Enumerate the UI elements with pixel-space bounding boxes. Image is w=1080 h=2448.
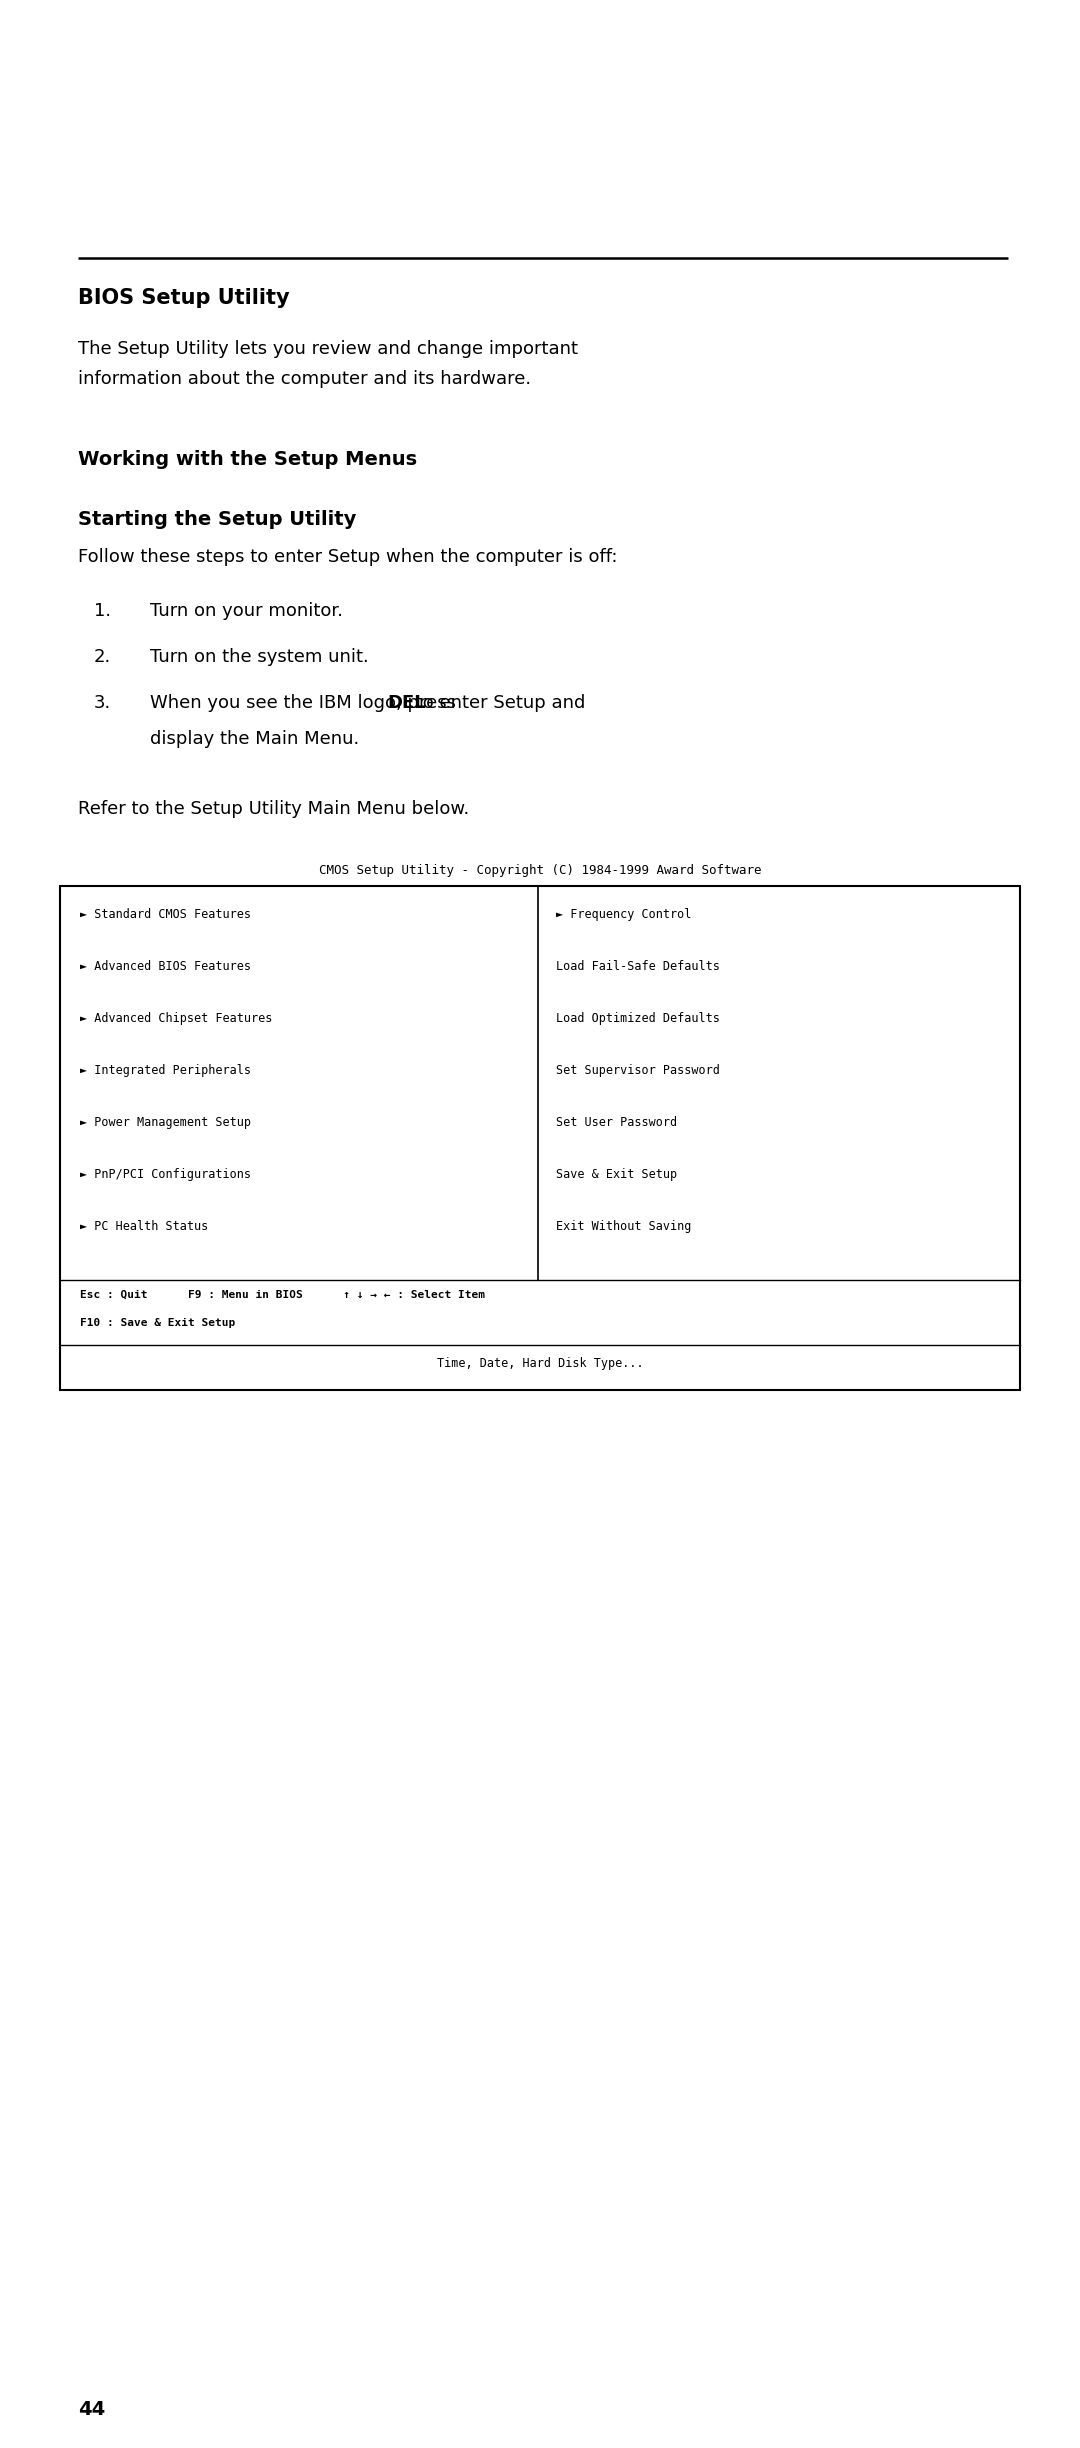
Text: The Setup Utility lets you review and change important: The Setup Utility lets you review and ch… xyxy=(78,340,578,357)
Text: Set Supervisor Password: Set Supervisor Password xyxy=(556,1065,720,1077)
Text: ► Standard CMOS Features: ► Standard CMOS Features xyxy=(80,908,251,920)
Text: to enter Setup and: to enter Setup and xyxy=(409,693,585,712)
Text: display the Main Menu.: display the Main Menu. xyxy=(150,730,360,749)
Text: Refer to the Setup Utility Main Menu below.: Refer to the Setup Utility Main Menu bel… xyxy=(78,800,469,818)
Text: Starting the Setup Utility: Starting the Setup Utility xyxy=(78,509,356,529)
Text: Time, Date, Hard Disk Type...: Time, Date, Hard Disk Type... xyxy=(436,1356,644,1371)
Text: 1.: 1. xyxy=(94,602,111,619)
Text: ► Advanced Chipset Features: ► Advanced Chipset Features xyxy=(80,1011,272,1026)
Text: Turn on the system unit.: Turn on the system unit. xyxy=(150,649,368,666)
Text: ► Frequency Control: ► Frequency Control xyxy=(556,908,691,920)
Text: Load Optimized Defaults: Load Optimized Defaults xyxy=(556,1011,720,1026)
Text: CMOS Setup Utility - Copyright (C) 1984-1999 Award Software: CMOS Setup Utility - Copyright (C) 1984-… xyxy=(319,864,761,876)
Text: BIOS Setup Utility: BIOS Setup Utility xyxy=(78,289,289,308)
Text: Follow these steps to enter Setup when the computer is off:: Follow these steps to enter Setup when t… xyxy=(78,548,618,565)
Text: Esc : Quit      F9 : Menu in BIOS      ↑ ↓ → ← : Select Item: Esc : Quit F9 : Menu in BIOS ↑ ↓ → ← : S… xyxy=(80,1290,485,1300)
Text: ► PnP/PCI Configurations: ► PnP/PCI Configurations xyxy=(80,1168,251,1180)
Text: 3.: 3. xyxy=(94,693,111,712)
Text: DEL: DEL xyxy=(387,693,426,712)
Text: 2.: 2. xyxy=(94,649,111,666)
Text: ► Integrated Peripherals: ► Integrated Peripherals xyxy=(80,1065,251,1077)
Bar xyxy=(60,886,1020,1390)
Text: Turn on your monitor.: Turn on your monitor. xyxy=(150,602,343,619)
Text: ► Advanced BIOS Features: ► Advanced BIOS Features xyxy=(80,960,251,972)
Text: Set User Password: Set User Password xyxy=(556,1116,677,1129)
Text: F10 : Save & Exit Setup: F10 : Save & Exit Setup xyxy=(80,1317,235,1327)
Text: Load Fail-Safe Defaults: Load Fail-Safe Defaults xyxy=(556,960,720,972)
Text: information about the computer and its hardware.: information about the computer and its h… xyxy=(78,370,531,387)
Text: ► Power Management Setup: ► Power Management Setup xyxy=(80,1116,251,1129)
Text: 44: 44 xyxy=(78,2399,105,2419)
Text: When you see the IBM logo, press: When you see the IBM logo, press xyxy=(150,693,462,712)
Text: Working with the Setup Menus: Working with the Setup Menus xyxy=(78,450,417,470)
Text: Exit Without Saving: Exit Without Saving xyxy=(556,1219,691,1234)
Text: ► PC Health Status: ► PC Health Status xyxy=(80,1219,208,1234)
Text: Save & Exit Setup: Save & Exit Setup xyxy=(556,1168,677,1180)
